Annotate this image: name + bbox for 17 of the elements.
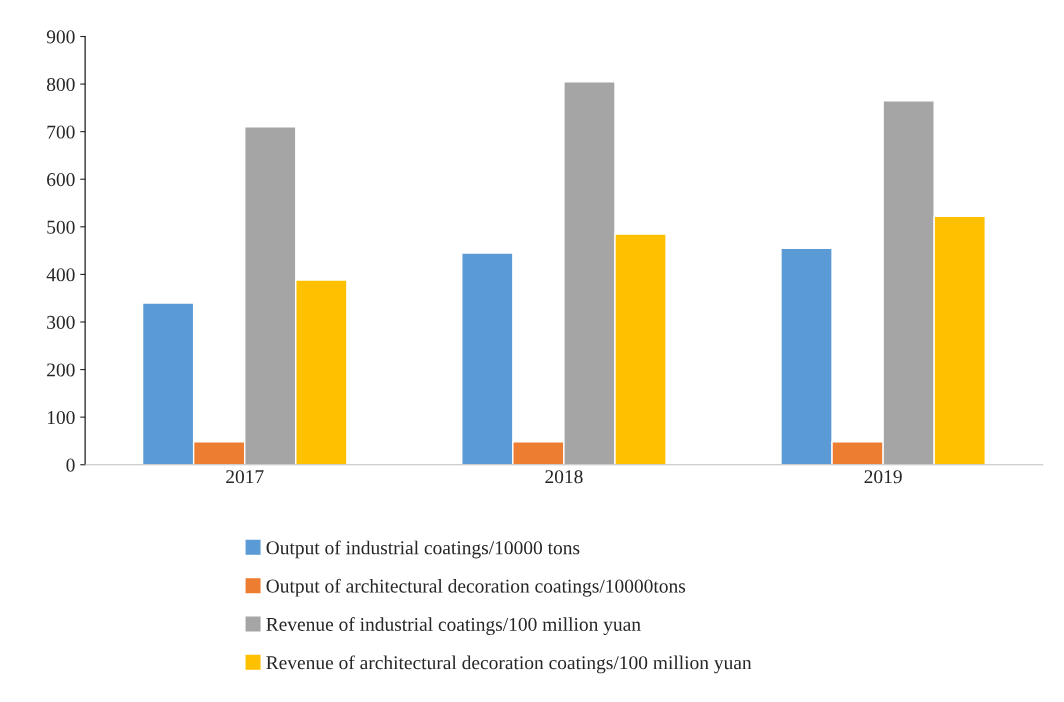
legend-label: Output of industrial coatings/10000 tons [266,540,580,559]
legend-label: Revenue of industrial coatings/100 million yuan [266,617,641,635]
y-tick-label: 600 [47,173,75,187]
y-tick-label: 700 [47,125,75,139]
y-tick-label: 400 [46,268,75,282]
y-tick-label: 100 [47,410,75,425]
y-tick-label: 900 [46,30,75,44]
y-tick-label: 500 [47,220,75,234]
y-tick-label: 300 [47,315,75,329]
x-tick-label: 2019 [864,470,902,484]
y-tick-label: 800 [46,77,75,92]
legend-label: Output of architectural decoration coatings/10000tons [266,578,686,597]
y-tick-label: 0 [66,458,75,472]
legend-label: Revenue of architectural decoration coatings/100 million yuan [266,655,752,674]
x-tick-label: 2018 [545,470,583,484]
y-tick-label: 200 [47,363,75,377]
x-tick-label: 2017 [226,470,264,484]
